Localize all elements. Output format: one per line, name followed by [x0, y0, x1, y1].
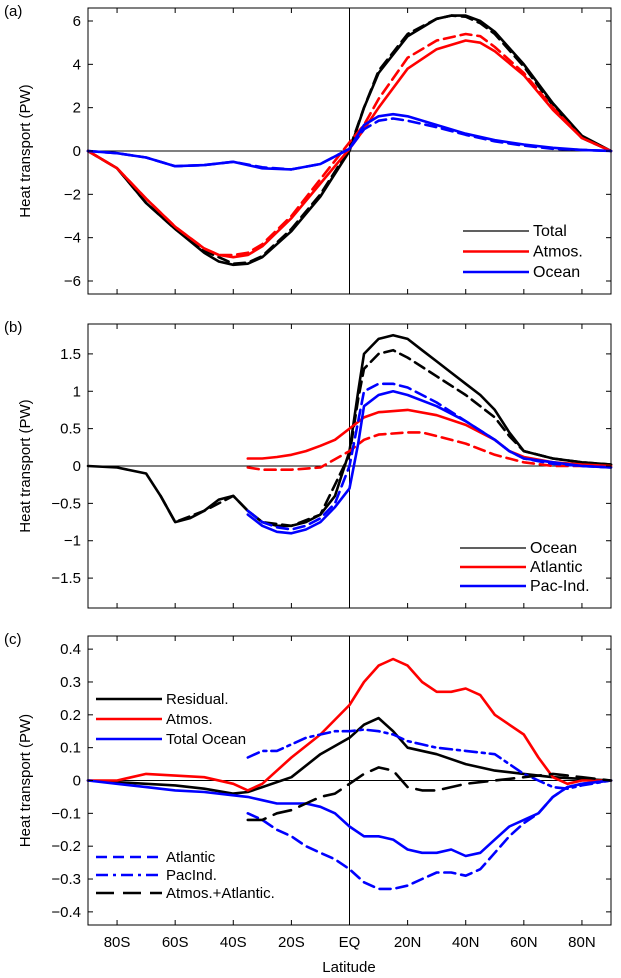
y-tick-label: −0.1: [51, 805, 81, 822]
y-tick-label: 0: [73, 773, 81, 790]
series-line-1: [86, 716, 613, 795]
series-line-5: [246, 728, 613, 790]
x-tick-label: 80N: [568, 934, 596, 951]
x-tick-label: 80S: [104, 934, 131, 951]
legend-label: Atmos.: [166, 711, 213, 728]
x-tick-label: 60N: [510, 934, 538, 951]
y-tick-label: 0.1: [60, 740, 81, 757]
x-axis-title: Latitude: [322, 959, 375, 976]
x-tick-label: 40N: [452, 934, 480, 951]
y-tick-label: −2: [64, 186, 81, 203]
y-tick-label: 0: [73, 458, 81, 475]
series-line-4: [246, 431, 613, 471]
series-line-6: [86, 117, 613, 171]
y-tick-label: −0.2: [51, 838, 81, 855]
series-line-2: [86, 657, 613, 792]
y-tick-label: −6: [64, 273, 81, 290]
x-tick-label: 20S: [278, 934, 305, 951]
series-line-6: [246, 766, 613, 822]
y-axis-title: Heat transport (PW): [17, 714, 34, 847]
y-tick-label: 0.3: [60, 674, 81, 691]
legend-label: PacInd.: [166, 867, 217, 884]
series-line-3: [86, 779, 613, 858]
series-line-4: [246, 779, 613, 891]
x-tick-label: 40S: [220, 934, 247, 951]
panel-label: (b): [4, 319, 22, 336]
y-tick-label: 1: [73, 383, 81, 400]
y-tick-label: 0.4: [60, 641, 81, 658]
legend-label: Pac-Ind.: [530, 578, 590, 595]
y-tick-label: 0.5: [60, 421, 81, 438]
y-tick-label: −0.3: [51, 871, 81, 888]
panel-label: (c): [4, 631, 22, 648]
y-tick-label: −4: [64, 230, 81, 247]
y-axis-title: Heat transport (PW): [17, 399, 34, 532]
series-line-3: [246, 408, 613, 468]
series-line-2: [86, 14, 613, 265]
y-tick-label: −0.4: [51, 904, 81, 921]
y-tick-label: 4: [73, 56, 81, 73]
y-axis-title: Heat transport (PW): [17, 84, 34, 217]
legend-label: Atmos.+Atlantic.: [166, 885, 275, 902]
y-tick-label: −0.5: [51, 495, 81, 512]
legend-label: Ocean: [533, 264, 580, 281]
series-line-2: [159, 348, 613, 528]
x-tick-label: EQ: [339, 934, 361, 951]
series-line-6: [246, 382, 613, 531]
x-tick-label: 20N: [394, 934, 422, 951]
legend-label: Residual.: [166, 691, 229, 708]
y-tick-label: 1.5: [60, 346, 81, 363]
legend-label: Total: [533, 223, 567, 240]
series-line-4: [86, 32, 613, 257]
legend-label: Ocean: [530, 540, 577, 557]
x-tick-label: 60S: [162, 934, 189, 951]
y-tick-label: 0.2: [60, 707, 81, 724]
y-tick-label: 2: [73, 100, 81, 117]
y-tick-label: 6: [73, 13, 81, 30]
legend-label: Atmos.: [533, 244, 583, 261]
legend-label: Atlantic: [166, 849, 216, 866]
y-tick-label: −1: [64, 533, 81, 550]
y-tick-label: −1.5: [51, 570, 81, 587]
panel-label: (a): [4, 3, 22, 20]
y-tick-label: 0: [73, 143, 81, 160]
legend-label: Total Ocean: [166, 731, 246, 748]
legend-label: Atlantic: [530, 559, 582, 576]
